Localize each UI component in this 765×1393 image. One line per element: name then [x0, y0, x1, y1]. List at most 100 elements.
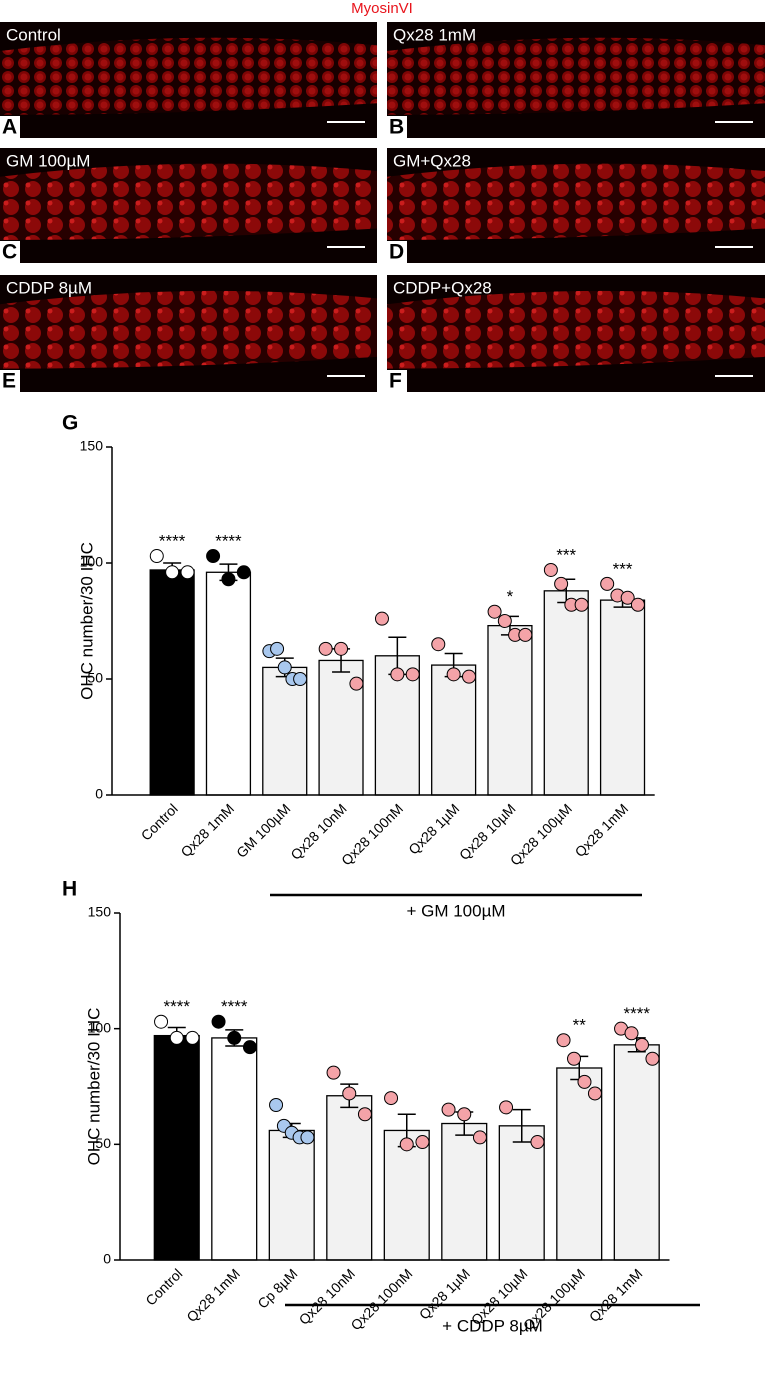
- x-tick-label: Qx28 1mM: [177, 800, 237, 860]
- cell-band: [0, 290, 377, 369]
- bar: [262, 666, 308, 796]
- letter-box: [387, 241, 407, 263]
- cell-band: [0, 37, 377, 115]
- data-point: [462, 669, 477, 684]
- data-point: [518, 627, 533, 642]
- x-tick-label: Qx28 10nM: [295, 1265, 357, 1327]
- data-point: [556, 1033, 571, 1048]
- x-tick-label: Qx28 100nM: [347, 1265, 415, 1333]
- panel-label: Qx28 1mM: [393, 25, 476, 44]
- data-point: [169, 1030, 184, 1045]
- letter-box: [0, 116, 20, 138]
- significance: ***: [556, 545, 576, 564]
- y-tick-label: 50: [95, 1135, 111, 1151]
- data-point: [441, 1102, 456, 1117]
- data-point: [185, 1030, 200, 1045]
- bar: [599, 599, 646, 796]
- y-axis-label: OHC number/30 IHC: [77, 542, 96, 700]
- x-tick-label: Control: [142, 1265, 185, 1308]
- data-point: [227, 1030, 242, 1045]
- data-point: [600, 576, 615, 591]
- data-point: [211, 1014, 226, 1029]
- x-tick-label: Qx28 1µM: [416, 1265, 473, 1322]
- panel-letter: G: [62, 412, 78, 435]
- significance: ****: [159, 532, 186, 551]
- data-point: [624, 1026, 639, 1041]
- significance: ****: [221, 997, 248, 1016]
- data-point: [567, 1051, 582, 1066]
- panel-letter: E: [2, 370, 16, 393]
- x-tick-label: Qx28 1mM: [586, 1265, 646, 1325]
- data-point: [630, 597, 645, 612]
- y-tick-label: 0: [95, 786, 103, 802]
- data-point: [293, 672, 308, 686]
- data-point: [497, 614, 512, 628]
- data-point: [154, 1014, 169, 1029]
- data-point: [357, 1107, 372, 1122]
- cell-band: [387, 163, 765, 240]
- data-point: [384, 1091, 399, 1106]
- data-point: [300, 1130, 315, 1145]
- data-point: [180, 565, 195, 580]
- data-point: [206, 549, 221, 564]
- data-point: [149, 549, 164, 564]
- error-bar: [388, 636, 407, 676]
- data-point: [242, 1040, 257, 1055]
- y-tick-label: 0: [103, 1251, 111, 1267]
- data-point: [446, 667, 461, 682]
- error-bar: [444, 652, 463, 678]
- error-bar: [512, 1108, 531, 1143]
- bar: [487, 624, 533, 796]
- data-point: [399, 1137, 414, 1152]
- figure-title: MyosinVI: [351, 0, 413, 17]
- letter-box: [387, 116, 407, 138]
- error-bar: [219, 563, 238, 582]
- data-point: [543, 562, 558, 577]
- bar: [149, 569, 195, 796]
- significance: ****: [215, 532, 242, 551]
- panel-letter: D: [389, 241, 404, 264]
- data-point: [405, 667, 420, 682]
- bar: [268, 1129, 315, 1261]
- data-point: [620, 590, 635, 605]
- significance: ****: [624, 1004, 651, 1023]
- x-tick-label: GM 100µM: [233, 800, 293, 860]
- panel-letter: C: [2, 241, 17, 264]
- data-point: [499, 1100, 514, 1115]
- bar: [205, 571, 252, 796]
- data-point: [277, 660, 292, 675]
- y-tick-label: 100: [88, 1019, 112, 1035]
- cell-band: [0, 163, 377, 240]
- data-point: [349, 676, 364, 691]
- group-label: + GM 100µM: [406, 901, 505, 920]
- data-point: [472, 1130, 487, 1145]
- significance: *: [507, 587, 514, 606]
- x-tick-label: Qx28 1mM: [572, 800, 632, 860]
- error-bar: [397, 1113, 416, 1148]
- data-point: [554, 576, 569, 591]
- bar: [211, 1037, 258, 1261]
- letter-box: [387, 370, 407, 392]
- data-point: [236, 565, 251, 580]
- bar-chart: H OHC number/30 IHC 0 50 100 150 **** Control **…: [62, 878, 700, 1335]
- data-point: [431, 637, 446, 652]
- data-point: [390, 667, 405, 682]
- data-point: [326, 1065, 341, 1080]
- bar: [543, 590, 589, 796]
- data-point: [530, 1135, 545, 1150]
- y-tick-label: 100: [80, 554, 104, 570]
- data-point: [318, 641, 333, 656]
- x-tick-label: Control: [138, 800, 181, 843]
- x-tick-label: Qx28 1mM: [183, 1265, 243, 1325]
- image-panels: Control A Qx28 1mM B GM 100µM C GM+Qx28 D CDDP 8…: [0, 22, 765, 393]
- panel-letter: H: [62, 878, 77, 901]
- significance: ****: [164, 997, 191, 1016]
- y-tick-label: 150: [80, 438, 104, 454]
- panel-label: CDDP+Qx28: [393, 278, 492, 297]
- y-tick-label: 150: [88, 904, 112, 920]
- letter-box: [0, 241, 20, 263]
- panel-label: GM 100µM: [6, 151, 90, 170]
- data-point: [587, 1086, 602, 1101]
